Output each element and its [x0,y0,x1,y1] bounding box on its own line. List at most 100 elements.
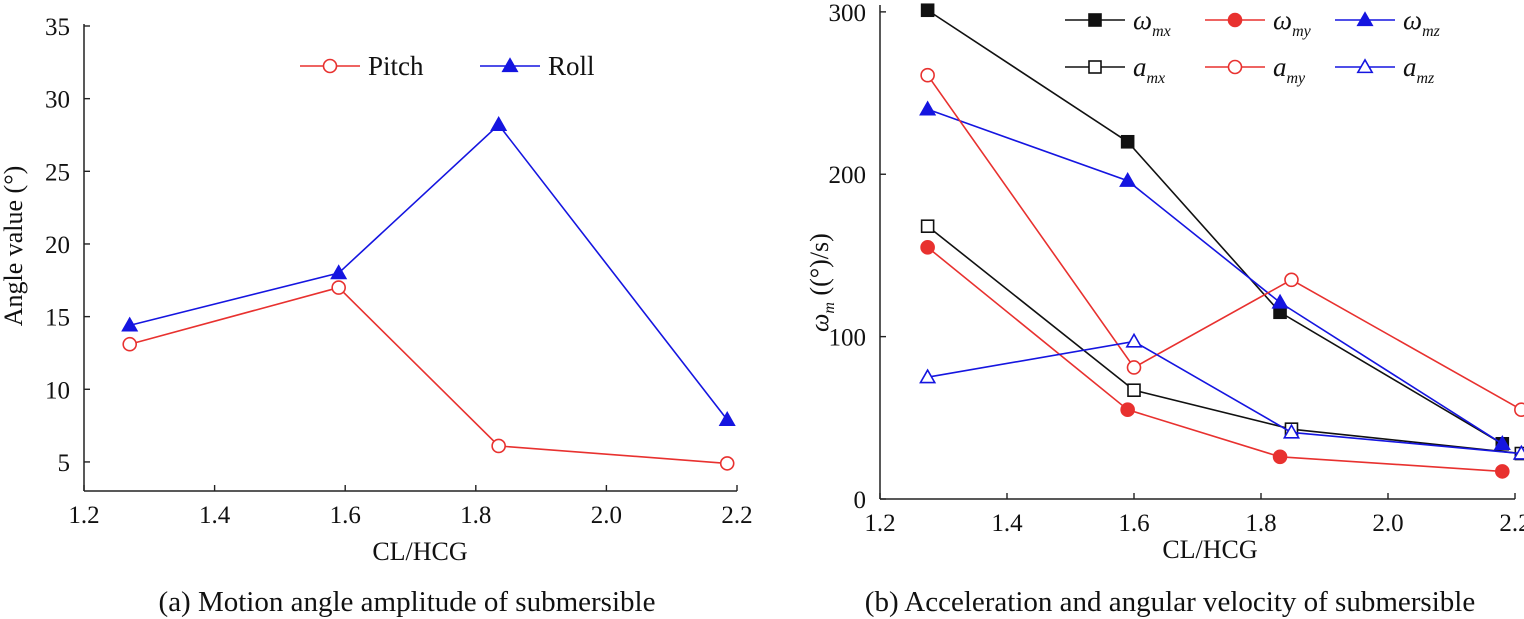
data-point [920,3,935,18]
series-line [927,340,1522,455]
chart-a-ticks: 1.2 1.4 1.6 1.8 2.0 2.2 5 10 15 20 25 30 35 [45,14,753,529]
legend-marker [1227,59,1243,75]
legend-item-0: ωmx [1065,5,1171,40]
data-point [1493,435,1511,450]
legend-marker [1088,60,1102,74]
chart-b-ylabel: ωm ((°)/s) [805,233,838,332]
legend-subscript: my [1292,23,1312,40]
legend-symbol: ω [1133,5,1152,35]
y-tick-label: 20 [45,232,70,259]
chart-b-ylabel-sub: m [821,302,838,314]
chart-b-axes [879,5,1515,500]
data-point [920,240,935,255]
data-point [1514,402,1524,417]
y-tick-label: 200 [829,162,867,189]
y-tick-label: 30 [45,87,70,114]
series-line [129,286,728,465]
data-point [1271,293,1289,309]
data-point [1284,272,1299,288]
legend-symbol: a [1403,52,1417,82]
y-tick-label: 0 [854,487,867,514]
data-point [1272,449,1288,465]
legend-label: Pitch [368,51,424,81]
data-point [1126,360,1142,375]
series-1 [121,116,736,426]
y-tick-label: 5 [58,450,71,477]
data-point [491,438,506,454]
data-point [920,219,935,234]
x-tick-label: 1.2 [864,510,895,537]
data-point [1512,444,1524,460]
series-2 [919,100,1511,450]
chart-b-caption: (b) Acceleration and angular velocity of… [865,586,1475,618]
legend-symbol: a [1273,52,1287,82]
legend-label: amx [1133,52,1165,87]
data-point [919,100,937,116]
data-point [121,316,139,332]
legend-symbol: ω [1273,5,1292,35]
chart-b-xlabel: CL/HCG [1162,535,1257,564]
legend-item-1: ωmy [1205,5,1312,40]
x-tick-label: 1.8 [1245,510,1276,537]
y-tick-label: 100 [829,325,867,352]
series-line [927,246,1503,473]
legend-label: amz [1403,52,1435,87]
legend-item-0: Pitch [300,51,424,81]
legend-subscript: mz [1417,70,1436,87]
data-point [1120,402,1135,417]
series-0 [122,280,735,471]
legend-item-3: amx [1065,52,1165,87]
chart-b-ylabel-rest: ((°)/s) [805,233,834,302]
series-4 [920,67,1524,417]
y-tick-label: 15 [45,305,70,332]
legend-symbol: ω [1403,5,1422,35]
data-point [331,280,346,295]
data-point [1125,332,1143,348]
chart-a-series [121,116,736,471]
legend-item-1: Roll [480,51,595,81]
legend-subscript: mx [1152,23,1171,40]
legend-symbol: a [1133,52,1147,82]
y-tick-label: 25 [45,159,70,186]
data-point [1495,464,1510,479]
legend-subscript: my [1287,70,1307,87]
data-point [719,456,735,471]
x-tick-label: 1.6 [330,502,361,529]
legend-marker [1227,12,1243,28]
legend-subscript: mx [1147,70,1166,87]
data-point [718,411,736,426]
series-line [927,9,1503,445]
legend-marker [1356,11,1374,27]
data-point [919,368,937,384]
legend-marker [1356,58,1374,74]
chart-a-axes [83,24,737,492]
y-tick-label: 35 [45,14,70,41]
data-point [330,264,348,280]
legend-label: ωmz [1403,5,1441,40]
chart-a: 1.2 1.4 1.6 1.8 2.0 2.2 5 10 15 20 25 30 35 Pitch Rol… [0,14,753,618]
legend-item-4: amy [1205,52,1306,87]
x-tick-label: 2.0 [1372,510,1403,537]
legend-label: ωmx [1133,5,1171,40]
legend-item-2: ωmz [1335,5,1441,40]
data-point [490,116,508,131]
chart-b-ticks: 1.2 1.4 1.6 1.8 2.0 2.2 0 100 200 300 [829,0,1524,537]
x-tick-label: 1.4 [991,510,1023,537]
data-point [122,336,138,352]
legend-label: Roll [548,51,595,81]
data-point [1127,383,1141,398]
x-tick-label: 2.2 [1499,510,1524,537]
legend-marker [322,58,338,74]
x-tick-label: 1.6 [1118,510,1149,537]
x-tick-label: 1.4 [199,502,231,529]
x-tick-label: 1.2 [68,502,99,529]
series-1 [920,240,1510,479]
chart-a-caption: (a) Motion angle amplitude of submersibl… [159,586,656,618]
data-point [1119,171,1137,187]
chart-b: 1.21.41.61.82.02.20100200300 ωmxωmyωmzam… [805,0,1524,618]
chart-b-series [919,3,1524,479]
x-tick-label: 2.2 [721,502,752,529]
chart-a-legend: Pitch Roll [300,51,595,81]
